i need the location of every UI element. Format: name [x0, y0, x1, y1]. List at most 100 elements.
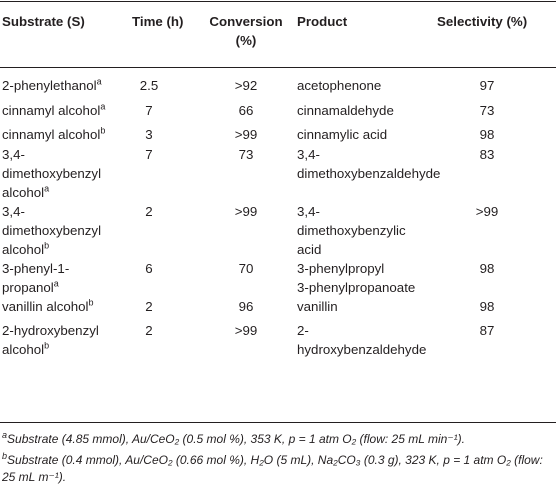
cell-selectivity: 83	[437, 145, 537, 164]
table-top-rule	[0, 1, 556, 2]
cell-selectivity: 98	[437, 297, 537, 316]
footnote-b: bSubstrate (0.4 mmol), Au/CeO₂ (0.66 mol…	[2, 452, 554, 486]
cell-time: 3	[132, 125, 166, 144]
product-text: vanillin	[297, 299, 338, 314]
footnote-text: Substrate (4.85 mmol), Au/CeO₂ (0.5 mol …	[7, 432, 465, 446]
header-time: Time (h)	[132, 14, 184, 29]
time-text: 2	[145, 323, 153, 338]
cell-conversion: 73	[200, 145, 292, 164]
cell-substrate: 2-hydroxybenzyl alcoholb	[2, 321, 132, 359]
cell-substrate: vanillin alcoholb	[2, 297, 132, 316]
cell-selectivity: 98	[437, 125, 537, 144]
footnote-mark: a	[2, 430, 8, 440]
footnote-ref: a	[44, 183, 50, 194]
footnote-ref: a	[53, 278, 59, 289]
cell-time: 2	[132, 321, 166, 340]
selectivity-text: 97	[479, 78, 495, 93]
cell-selectivity: 98	[437, 259, 537, 278]
product-text: 3,4- dimethoxybenzylic acid	[297, 204, 406, 257]
footnote-a: aSubstrate (4.85 mmol), Au/CeO₂ (0.5 mol…	[2, 431, 554, 448]
substrate-text: 3,4- dimethoxybenzyl alcohol	[2, 147, 102, 200]
cell-time: 7	[132, 145, 166, 164]
footnote-ref: a	[96, 76, 102, 87]
selectivity-text: 98	[479, 127, 495, 142]
header-product: Product	[297, 14, 348, 29]
footnote-text: Substrate (0.4 mmol), Au/CeO₂ (0.66 mol …	[2, 453, 543, 484]
conversion-text: 73	[238, 147, 254, 162]
substrate-text: vanillin alcohol	[2, 299, 89, 314]
header-conversion: Conversion (%)	[209, 14, 283, 48]
cell-time: 6	[132, 259, 166, 278]
cell-substrate: 3,4- dimethoxybenzyl alcoholb	[2, 202, 132, 259]
header-substrate: Substrate (S)	[2, 14, 85, 29]
product-text: cinnamylic acid	[297, 127, 388, 142]
cell-product: 3-phenylpropyl 3-phenylpropanoate	[297, 259, 437, 297]
time-text: 2	[145, 299, 153, 314]
cell-time: 2	[132, 297, 166, 316]
footnote-ref: b	[44, 340, 50, 351]
cell-time: 2.5	[132, 76, 166, 95]
time-text: 6	[145, 261, 153, 276]
selectivity-text: 98	[479, 261, 495, 276]
cell-substrate: cinnamyl alcohola	[2, 101, 132, 120]
substrate-text: cinnamyl alcohol	[2, 103, 101, 118]
cell-conversion: >92	[200, 76, 292, 95]
cell-selectivity: >99	[437, 202, 537, 221]
substrate-text: 2-phenylethanol	[2, 78, 97, 93]
product-text: acetophenone	[297, 78, 382, 93]
substrate-text: 3,4- dimethoxybenzyl alcohol	[2, 204, 102, 257]
cell-product: vanillin	[297, 297, 437, 316]
cell-product: 2- hydroxybenzaldehyde	[297, 321, 437, 359]
selectivity-text: 98	[479, 299, 495, 314]
cell-product: cinnamaldehyde	[297, 101, 437, 120]
header-selectivity: Selectivity (%)	[437, 14, 528, 29]
footnote-mark: b	[2, 451, 8, 461]
substrate-text: 2-hydroxybenzyl alcohol	[2, 323, 99, 357]
cell-product: acetophenone	[297, 76, 437, 95]
cell-conversion: 66	[200, 101, 292, 120]
cell-selectivity: 87	[437, 321, 537, 340]
time-text: 3	[145, 127, 153, 142]
footnote-ref: b	[100, 125, 106, 136]
conversion-text: 70	[238, 261, 254, 276]
cell-selectivity: 97	[437, 76, 537, 95]
footnote-ref: a	[100, 101, 106, 112]
cell-substrate: 2-phenylethanola	[2, 76, 132, 95]
selectivity-text: 83	[479, 147, 495, 162]
conversion-text: >99	[234, 127, 258, 142]
cell-substrate: 3-phenyl-1- propanola	[2, 259, 132, 297]
conversion-text: 66	[238, 103, 254, 118]
conversion-text: >99	[234, 323, 258, 338]
footnote-ref: b	[44, 240, 50, 251]
product-text: cinnamaldehyde	[297, 103, 394, 118]
time-text: 7	[145, 147, 153, 162]
header-rule	[0, 67, 556, 68]
conversion-text: 96	[238, 299, 254, 314]
cell-product: 3,4- dimethoxybenzylic acid	[297, 202, 437, 259]
cell-product: 3,4- dimethoxybenzaldehyde	[297, 145, 441, 183]
cell-time: 7	[132, 101, 166, 120]
table-bottom-rule	[0, 422, 556, 423]
cell-time: 2	[132, 202, 166, 221]
cell-product: cinnamylic acid	[297, 125, 437, 144]
cell-substrate: cinnamyl alcoholb	[2, 125, 132, 144]
cell-conversion: >99	[200, 202, 292, 221]
product-text: 3-phenylpropyl 3-phenylpropanoate	[297, 261, 416, 295]
cell-conversion: 70	[200, 259, 292, 278]
time-text: 2	[145, 204, 153, 219]
product-text: 2- hydroxybenzaldehyde	[297, 323, 427, 357]
cell-conversion: >99	[200, 321, 292, 340]
footnote-ref: b	[88, 297, 94, 308]
cell-substrate: 3,4- dimethoxybenzyl alcohola	[2, 145, 132, 202]
substrate-text: cinnamyl alcohol	[2, 127, 101, 142]
time-text: 7	[145, 103, 153, 118]
selectivity-text: 73	[479, 103, 495, 118]
substrate-text: 3-phenyl-1- propanol	[2, 261, 70, 295]
cell-conversion: 96	[200, 297, 292, 316]
cell-conversion: >99	[200, 125, 292, 144]
product-text: 3,4- dimethoxybenzaldehyde	[297, 147, 441, 181]
selectivity-text: 87	[479, 323, 495, 338]
conversion-text: >92	[234, 78, 258, 93]
conversion-text: >99	[234, 204, 258, 219]
time-text: 2.5	[139, 78, 159, 93]
